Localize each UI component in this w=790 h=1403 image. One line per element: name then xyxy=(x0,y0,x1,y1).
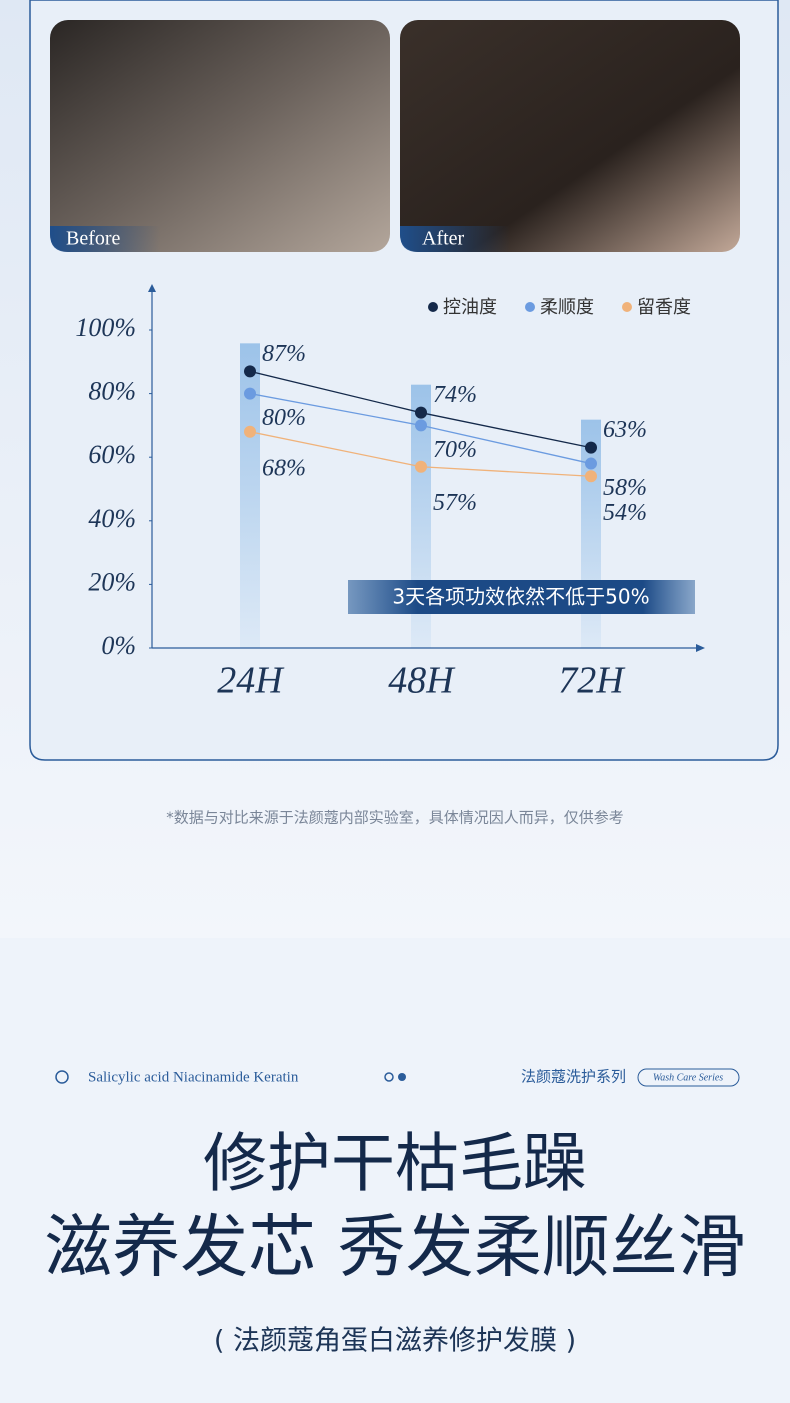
point xyxy=(244,365,256,378)
after-tag xyxy=(400,226,510,252)
after-label: After xyxy=(422,228,465,250)
value-label: 87% xyxy=(262,341,306,367)
point xyxy=(244,425,256,438)
headline: 修护干枯毛躁 xyxy=(203,1128,587,1202)
legend-label: 控油度 xyxy=(443,297,497,318)
column xyxy=(240,343,260,648)
point xyxy=(415,419,427,432)
value-label: 70% xyxy=(433,437,477,463)
before-photo xyxy=(50,20,390,252)
point xyxy=(415,406,427,419)
x-tick-label: 72H xyxy=(558,660,626,702)
y-arrow xyxy=(148,284,156,292)
y-tick-label: 60% xyxy=(88,440,136,469)
x-tick-label: 24H xyxy=(217,660,285,702)
headline: 滋养发芯 秀发柔顺丝滑 xyxy=(44,1209,746,1288)
y-tick-label: 0% xyxy=(101,631,136,660)
legend-label: 柔顺度 xyxy=(540,297,594,318)
after-photo xyxy=(400,20,740,252)
chart: 0% 20% 40% 60% 80% 100% 24H 48H 72H 3天各项功效依然不低于50… xyxy=(75,284,705,702)
legend-marker xyxy=(622,302,632,312)
value-label: 68% xyxy=(262,455,306,481)
x-tick-label: 48H xyxy=(388,660,456,702)
annotation: 3天各项功效依然不低于50% xyxy=(392,585,649,609)
footnote: *数据与对比来源于法颜蔻内部实验室，具体情况因人而异，仅供参考 xyxy=(166,809,624,827)
before-tag xyxy=(50,226,160,252)
point xyxy=(585,470,597,483)
value-label: 80% xyxy=(262,405,306,431)
value-label: 63% xyxy=(603,417,647,443)
legend-label: 留香度 xyxy=(637,297,691,318)
point xyxy=(585,441,597,454)
product-name: ( 法颜蔻角蛋白滋养修护发膜 ) xyxy=(214,1326,576,1357)
series-name: 法颜蔻洗护系列 xyxy=(521,1068,626,1086)
value-label: 58% xyxy=(603,475,647,501)
y-tick-label: 80% xyxy=(88,377,136,406)
value-label: 57% xyxy=(433,490,477,516)
legend-marker xyxy=(525,302,535,312)
badge xyxy=(637,1068,740,1087)
series-badge: Wash Care Series xyxy=(653,1072,723,1083)
bottom-bg xyxy=(0,938,790,1403)
y-tick-label: 40% xyxy=(88,504,136,533)
before-label: Before xyxy=(66,228,121,250)
point xyxy=(585,457,597,470)
value-label: 54% xyxy=(603,500,647,526)
y-tick-label: 20% xyxy=(88,567,136,596)
dot xyxy=(384,1072,394,1082)
dot xyxy=(398,1073,406,1081)
molecule-icon xyxy=(55,1070,69,1084)
x-arrow xyxy=(696,644,705,652)
annotation-box xyxy=(348,580,695,614)
y-tick-label: 100% xyxy=(75,313,136,342)
value-label: 74% xyxy=(433,382,477,408)
point xyxy=(244,387,256,400)
ingredients: Salicylic acid Niacinamide Keratin xyxy=(88,1069,299,1085)
point xyxy=(415,460,427,473)
legend-marker xyxy=(428,302,438,312)
